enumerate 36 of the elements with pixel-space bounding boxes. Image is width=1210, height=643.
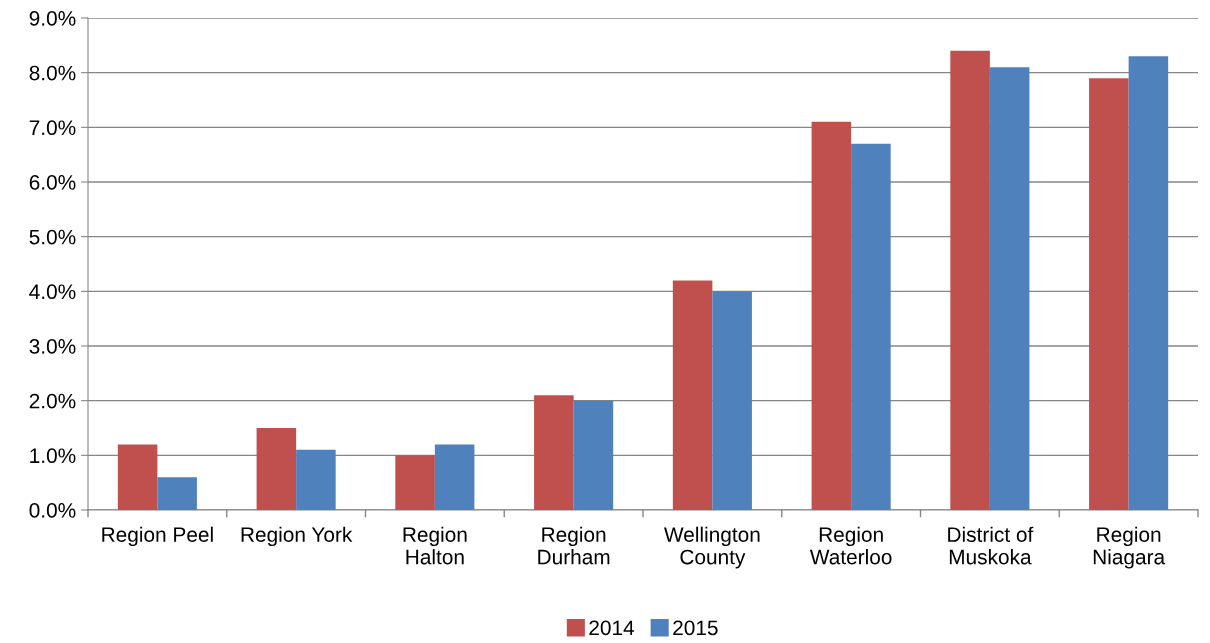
bar [672,280,713,510]
x-tick-label: Region York [241,526,353,547]
bar [157,477,197,510]
bar [573,400,614,510]
bar [989,67,1030,510]
bar [712,291,752,510]
bar [296,449,336,510]
y-tick-label: 0.0% [29,503,76,518]
bar [256,428,297,510]
bar [434,444,475,510]
y-tick-label: 8.0% [29,65,76,81]
x-tick-label: Region Peel [102,526,213,547]
y-tick-label: 3.0% [29,339,76,354]
bar [395,455,435,510]
bar [1089,78,1129,510]
y-tick-label: 7.0% [29,120,76,136]
x-tick-label: Region Waterloo [809,526,892,565]
y-tick-label: 5.0% [29,229,76,245]
legend-label: 2015 [673,620,718,636]
bar [534,395,574,510]
x-tick-label: Wellington County [664,526,760,569]
bar [950,50,990,510]
bar [851,143,891,510]
bar [811,121,852,510]
x-tick-label: Region Niagara [1093,526,1166,569]
y-tick-label: 9.0% [29,11,76,26]
y-tick-label: 2.0% [29,393,76,409]
y-tick-label: 4.0% [29,284,76,300]
bar [1128,56,1169,510]
x-tick-label: Region Durham [538,526,610,565]
y-tick-label: 1.0% [30,448,76,464]
y-tick-label: 6.0% [29,175,76,190]
bar [117,444,158,510]
x-tick-label: District of Muskoka [948,526,1034,565]
x-tick-label: Region Halton [403,526,467,565]
legend-label: 2014 [589,620,635,636]
